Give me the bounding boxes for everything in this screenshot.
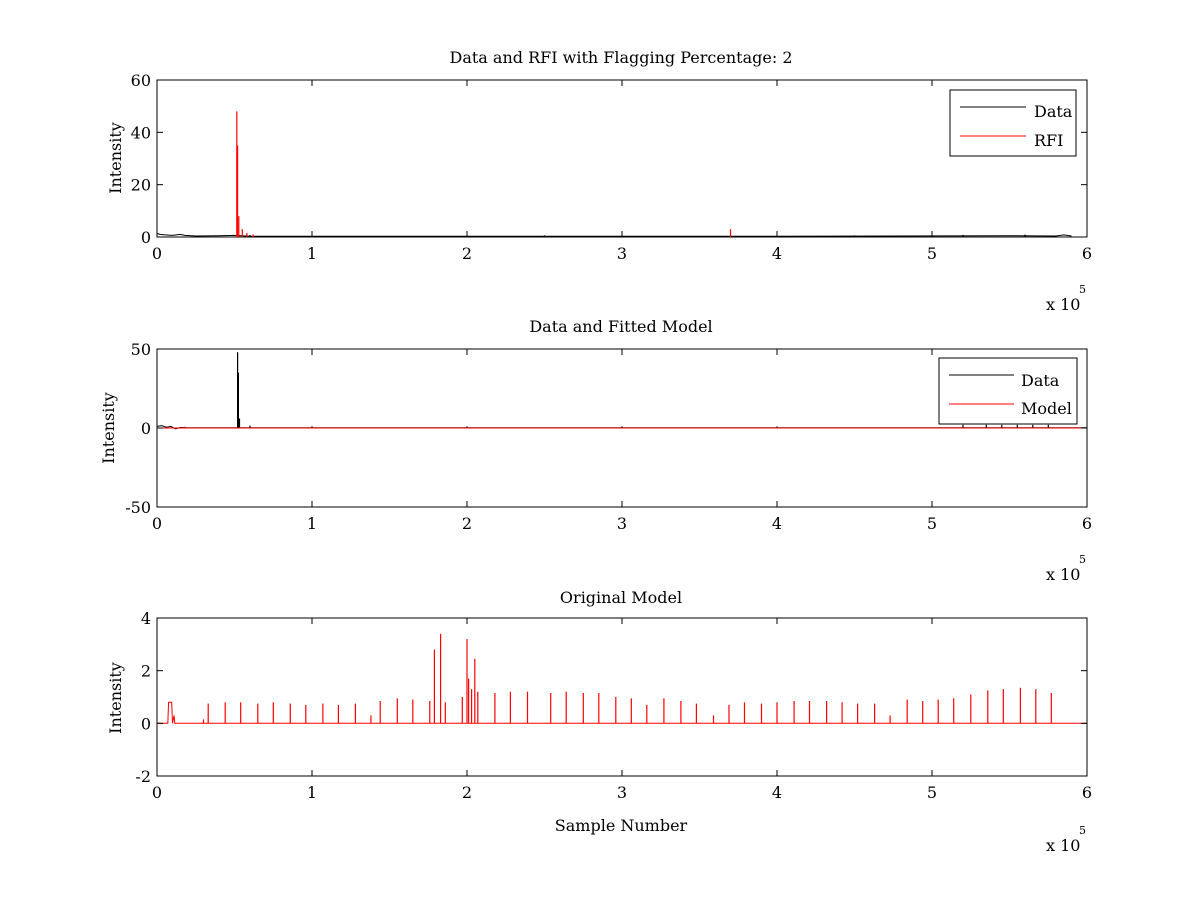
x-tick-label: 1 [307, 244, 317, 263]
plot-area [157, 633, 1087, 724]
x-tick-label: 0 [152, 783, 162, 802]
x-tick-label: 5 [927, 244, 937, 263]
legend-label-data: Data [1034, 102, 1073, 121]
panel-data-fitted-model: Data and Fitted Model Intensity x 10 5 0… [99, 317, 1092, 584]
series-line-data [157, 232, 1072, 237]
x-tick-label: 3 [617, 783, 627, 802]
x-tick-label: 0 [152, 244, 162, 263]
y-tick-label: 50 [131, 340, 151, 359]
x-tick-label: 4 [772, 244, 782, 263]
x-tick-label: 4 [772, 514, 782, 533]
y-axis-label: Intensity [106, 122, 125, 194]
x-tick-label: 6 [1082, 244, 1092, 263]
x-tick-label: 6 [1082, 783, 1092, 802]
x-axis-multiplier: x 10 [1046, 836, 1080, 855]
x-axis-multiplier: x 10 [1046, 565, 1080, 584]
series-line-series-0 [157, 701, 1087, 724]
x-tick-label: 5 [927, 514, 937, 533]
y-axis-label: Intensity [106, 662, 125, 734]
y-tick-label: 40 [131, 123, 151, 142]
x-tick-label: 3 [617, 514, 627, 533]
y-tick-label: 0 [141, 714, 151, 733]
x-tick-label: 2 [462, 783, 472, 802]
y-axis-label: Intensity [99, 392, 118, 464]
x-axis-multiplier-exponent: 5 [1079, 283, 1086, 296]
y-tick-label: 2 [141, 662, 151, 681]
x-axis-label: Sample Number [555, 816, 688, 835]
panel-data-rfi: Data and RFI with Flagging Percentage: 2… [106, 48, 1092, 314]
x-tick-label: 1 [307, 783, 317, 802]
chart-title: Data and RFI with Flagging Percentage: 2 [449, 48, 792, 67]
x-tick-label: 2 [462, 244, 472, 263]
legend-label-rfi: RFI [1034, 131, 1063, 150]
y-tick-label: -50 [125, 498, 151, 517]
y-tick-label: 4 [141, 609, 151, 628]
x-tick-label: 1 [307, 514, 317, 533]
x-tick-label: 4 [772, 783, 782, 802]
x-axis-multiplier-exponent: 5 [1079, 824, 1086, 837]
legend: Data RFI [949, 89, 1077, 157]
x-axis-multiplier-exponent: 5 [1079, 553, 1086, 566]
panel-original-model: Original Model Intensity Sample Number x… [106, 588, 1092, 855]
x-tick-label: 5 [927, 783, 937, 802]
x-axis-multiplier: x 10 [1046, 295, 1080, 314]
y-tick-label: -2 [135, 767, 151, 786]
chart-title: Original Model [560, 588, 682, 607]
chart-title: Data and Fitted Model [529, 317, 712, 336]
y-tick-label: 20 [131, 176, 151, 195]
y-tick-label: 0 [141, 419, 151, 438]
legend-label-model: Model [1021, 399, 1072, 418]
x-tick-label: 3 [617, 244, 627, 263]
x-tick-label: 6 [1082, 514, 1092, 533]
plot-area [157, 352, 1087, 430]
x-tick-label: 2 [462, 514, 472, 533]
legend: Data Model [938, 357, 1078, 425]
plot-area [157, 111, 1072, 237]
legend-label-data: Data [1021, 371, 1060, 390]
x-tick-label: 0 [152, 514, 162, 533]
y-tick-label: 0 [141, 228, 151, 247]
y-tick-label: 60 [131, 71, 151, 90]
